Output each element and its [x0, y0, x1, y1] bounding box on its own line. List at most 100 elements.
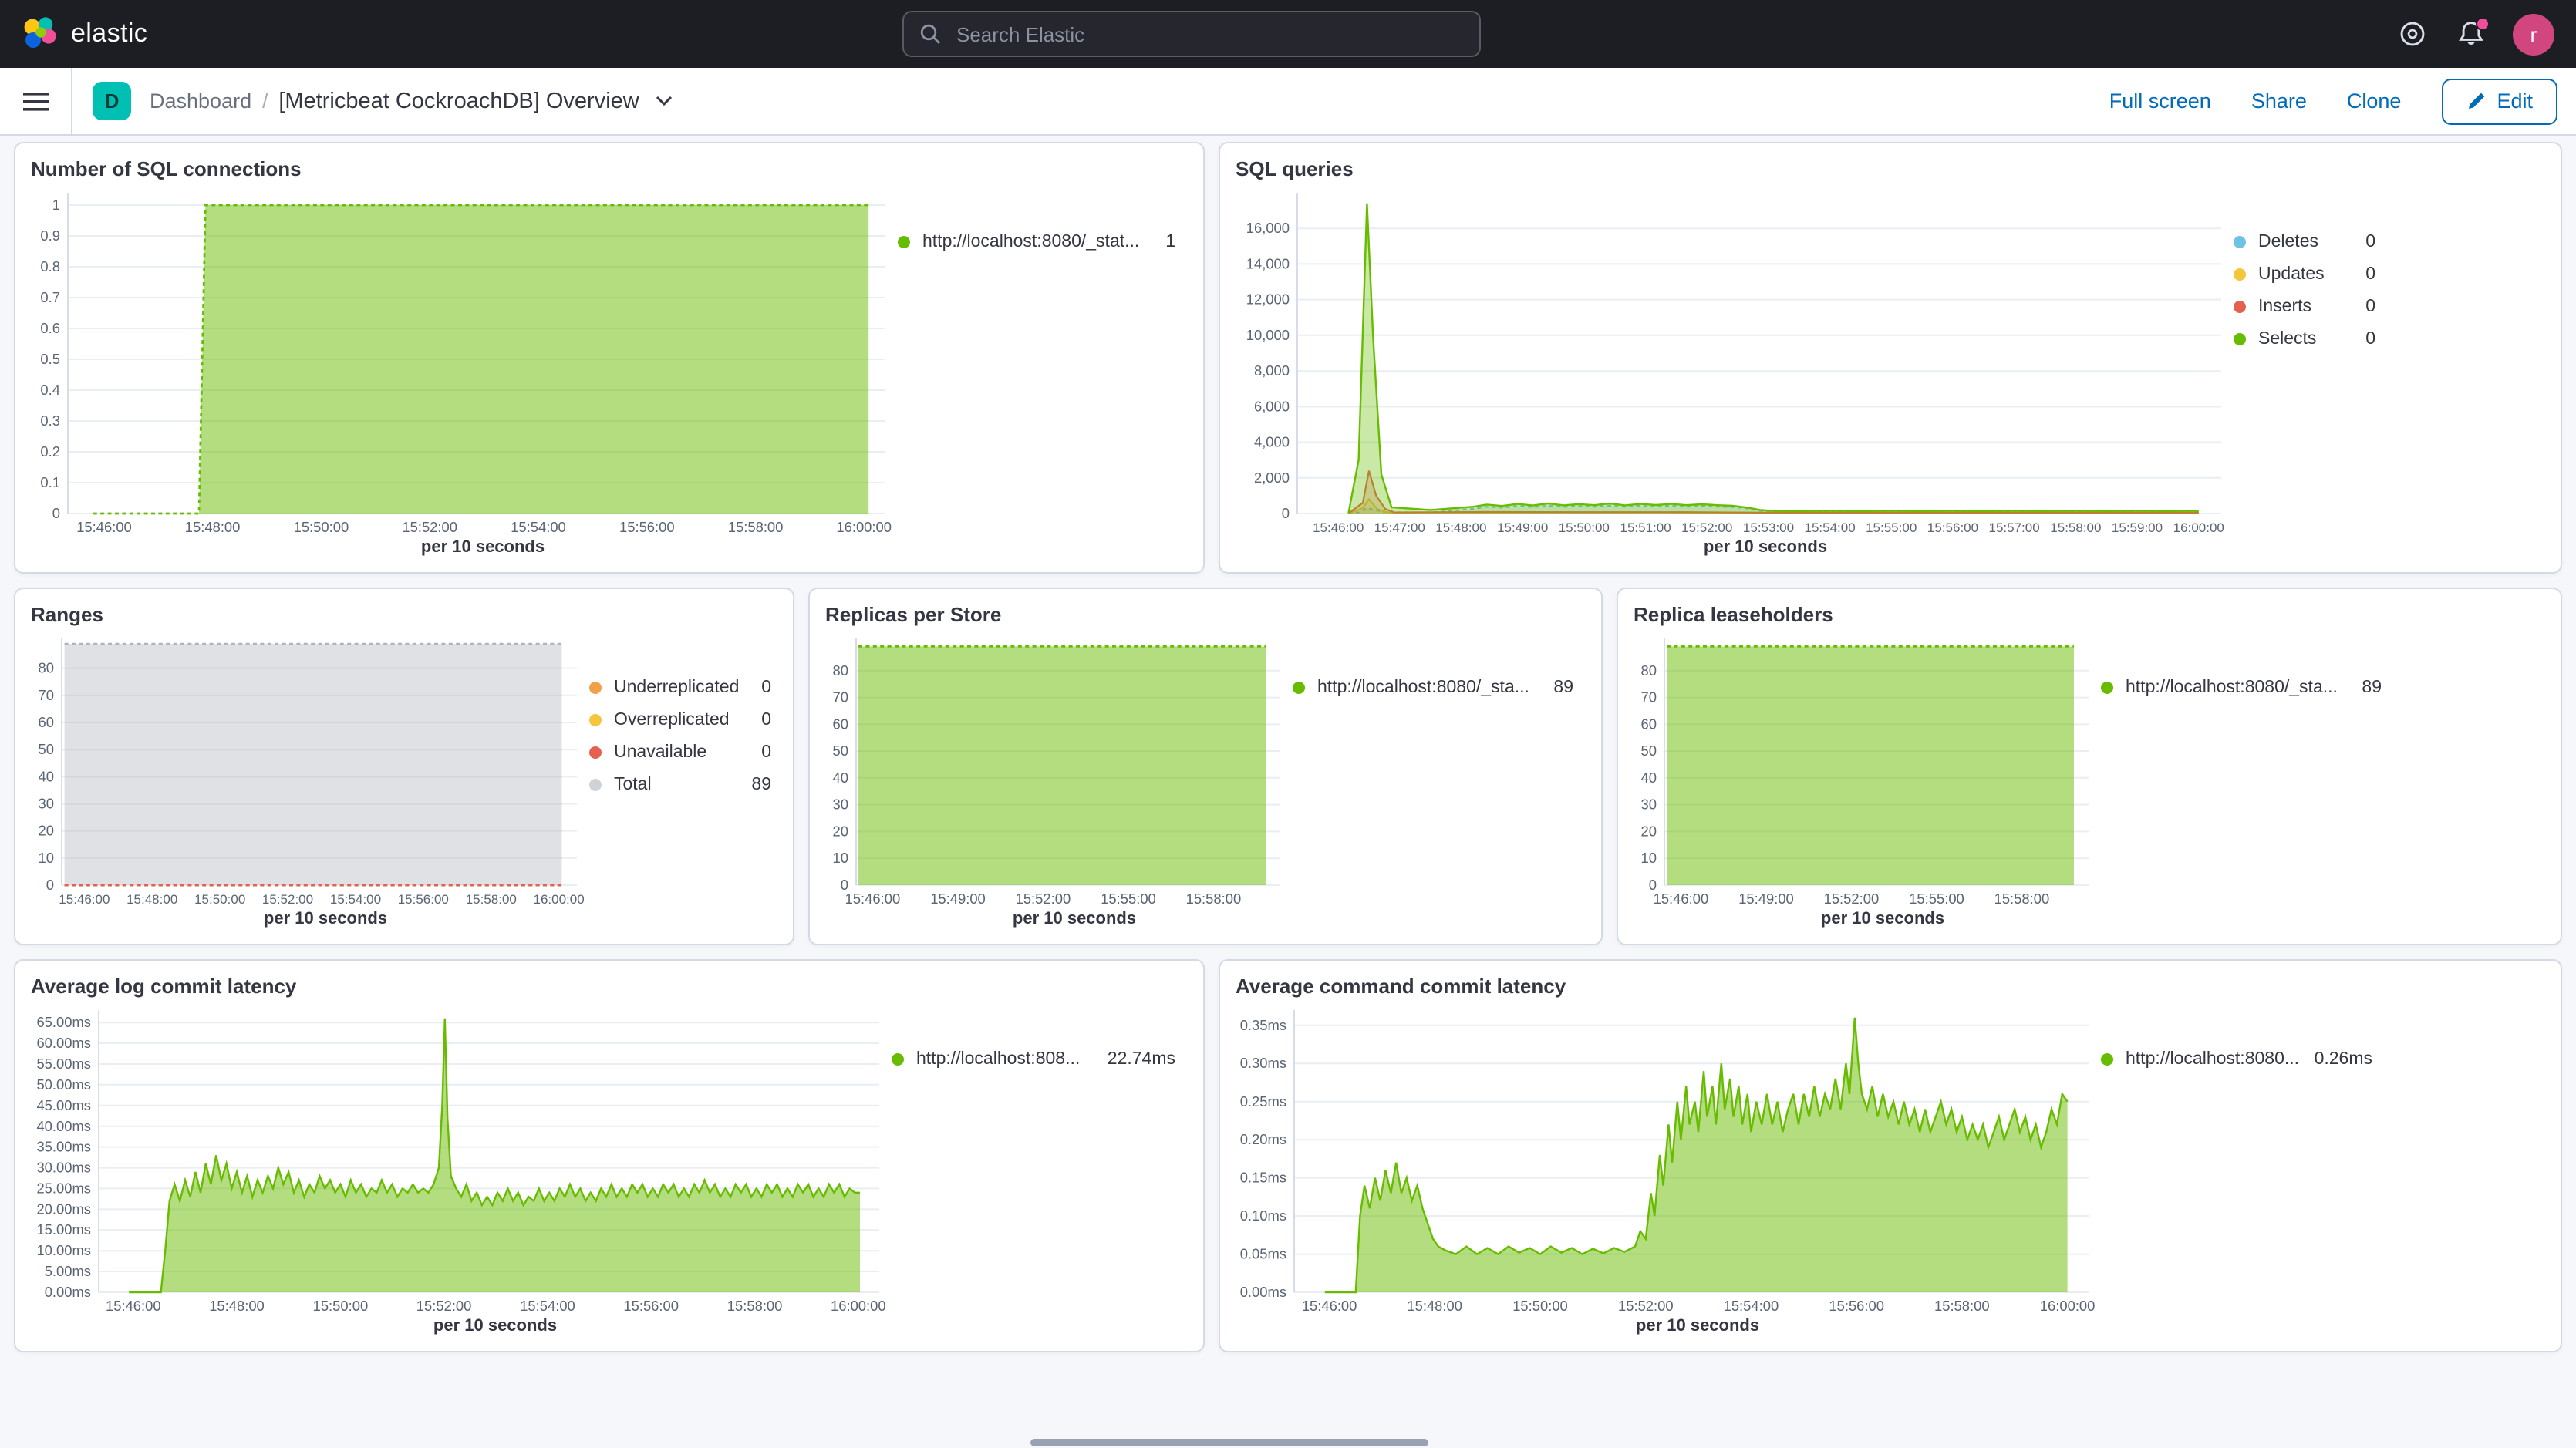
svg-text:30: 30	[39, 796, 54, 812]
area-chart-sql-queries[interactable]: 16,000 14,000 12,000 10,000 8,000 6,000 4,000 2…	[1236, 184, 2234, 538]
svg-text:80: 80	[1641, 662, 1657, 679]
svg-text:70: 70	[833, 689, 848, 705]
svg-text:15:56:00: 15:56:00	[619, 519, 675, 535]
svg-text:15:55:00: 15:55:00	[1866, 520, 1917, 535]
legend-item[interactable]: Unavailable 0	[589, 737, 771, 768]
x-axis-title: per 10 seconds	[1012, 910, 1137, 928]
svg-text:15:54:00: 15:54:00	[511, 519, 566, 535]
panel-title[interactable]: Replicas per Store	[825, 603, 1002, 626]
svg-text:15:52:00: 15:52:00	[416, 1298, 472, 1314]
clone-link[interactable]: Clone	[2346, 89, 2402, 113]
full-screen-link[interactable]: Full screen	[2109, 89, 2211, 113]
svg-text:1: 1	[52, 197, 60, 213]
svg-text:60: 60	[1641, 716, 1657, 732]
svg-text:15:49:00: 15:49:00	[1738, 891, 1794, 907]
legend-item[interactable]: Underreplicated 0	[589, 672, 771, 703]
user-avatar[interactable]: r	[2513, 13, 2554, 55]
area-chart-log-latency[interactable]: 65.00ms 60.00ms 55.00ms 50.00ms 45.00ms 40.00…	[31, 1001, 892, 1317]
area-chart-ranges[interactable]: 80 70 60 50 40 30 20 10 0 15:46:00 15:48:00 15:50:0…	[31, 629, 589, 910]
svg-text:0.35ms: 0.35ms	[1240, 1017, 1286, 1033]
legend-item[interactable]: http://localhost:8080/_sta... 89	[2101, 672, 2382, 703]
x-axis-title: per 10 seconds	[263, 910, 388, 928]
pencil-icon	[2468, 93, 2484, 109]
svg-text:15:58:00: 15:58:00	[727, 1298, 783, 1314]
legend-item[interactable]: Deletes 0	[2234, 227, 2375, 258]
global-header: elastic	[0, 0, 2576, 68]
elastic-logo[interactable]: elastic	[22, 15, 147, 52]
svg-text:50.00ms: 50.00ms	[36, 1076, 91, 1093]
legend-series-dot	[589, 746, 602, 759]
svg-text:15:54:00: 15:54:00	[1805, 520, 1856, 535]
search-input[interactable]	[953, 21, 1464, 47]
svg-text:12,000: 12,000	[1246, 291, 1290, 308]
area-chart-leaseholders[interactable]: 80 70 60 50 40 30 20 10 015:46:00 15:49:00 15:52:0…	[1634, 629, 2101, 910]
svg-text:20: 20	[833, 823, 848, 839]
svg-text:0.1: 0.1	[40, 474, 60, 490]
svg-text:10: 10	[1641, 850, 1657, 866]
svg-text:16:00:00: 16:00:00	[2173, 520, 2224, 535]
menu-button[interactable]	[16, 84, 55, 118]
legend-value: 0.26ms	[2314, 1050, 2372, 1069]
dashboard-row: Number of SQL connections 1 0.9 0.8 0.7 0.6 0…	[14, 142, 2562, 574]
alerts-button[interactable]	[2454, 17, 2490, 51]
svg-text:2,000: 2,000	[1254, 470, 1290, 486]
chart-wrap: 80 70 60 50 40 30 20 10 0 15:46:00 15:48:00 15:50:0…	[31, 629, 589, 934]
panel-title[interactable]: Number of SQL connections	[31, 157, 302, 180]
legend-item[interactable]: Overreplicated 0	[589, 705, 771, 736]
edit-button[interactable]: Edit	[2441, 78, 2557, 124]
legend-item[interactable]: http://localhost:8080... 0.26ms	[2101, 1044, 2372, 1075]
svg-text:15:48:00: 15:48:00	[1407, 1298, 1462, 1314]
svg-text:80: 80	[39, 660, 54, 676]
svg-text:0: 0	[46, 877, 54, 893]
legend-item[interactable]: Total 89	[589, 769, 771, 800]
legend-value: 22.74ms	[1107, 1050, 1175, 1069]
svg-text:10: 10	[39, 850, 54, 866]
area-chart-sql-connections[interactable]: 1 0.9 0.8 0.7 0.6 0.5 0.4 0.3 0.2 0.1 0 15:46:00 15:…	[31, 184, 898, 538]
svg-text:55.00ms: 55.00ms	[36, 1056, 91, 1072]
svg-text:60.00ms: 60.00ms	[36, 1035, 91, 1051]
global-search[interactable]	[902, 11, 1481, 57]
legend-label: Selects	[2258, 330, 2317, 349]
svg-text:0.8: 0.8	[40, 258, 60, 274]
svg-text:15:50:00: 15:50:00	[294, 519, 349, 535]
legend-series-dot	[898, 236, 910, 248]
dashboard-actions: Full screen Share Clone Edit	[2109, 78, 2557, 124]
svg-text:70: 70	[39, 687, 54, 703]
legend-label: http://localhost:8080/_sta...	[1317, 679, 1529, 697]
chevron-down-icon[interactable]	[656, 96, 673, 106]
area-chart-replicas[interactable]: 80 70 60 50 40 30 20 10 015:46:00 15:49:00 15:52:0…	[825, 629, 1293, 910]
panel-body: 80 70 60 50 40 30 20 10 0 15:46:00 15:48:00 15:50:0…	[31, 629, 777, 934]
search-icon	[920, 24, 940, 44]
svg-text:15:52:00: 15:52:00	[1016, 891, 1071, 907]
legend-item[interactable]: Selects 0	[2234, 324, 2375, 355]
chart-wrap: 0.35ms 0.30ms 0.25ms 0.20ms 0.15ms 0.10ms 0.05…	[1236, 1001, 2101, 1342]
legend-item[interactable]: Updates 0	[2234, 259, 2375, 290]
legend-label: Overreplicated	[614, 711, 730, 729]
legend-item[interactable]: http://localhost:8080/_sta... 89	[1293, 672, 1573, 703]
panel-title[interactable]: SQL queries	[1236, 157, 1354, 180]
breadcrumb-dashboard[interactable]: Dashboard	[150, 89, 252, 113]
legend-item[interactable]: http://localhost:808... 22.74ms	[892, 1044, 1175, 1075]
legend-item[interactable]: http://localhost:8080/_stat... 1	[898, 227, 1175, 258]
area-chart-command-latency[interactable]: 0.35ms 0.30ms 0.25ms 0.20ms 0.15ms 0.10ms 0.05…	[1236, 1001, 2101, 1317]
svg-text:20: 20	[1641, 823, 1657, 839]
svg-text:30: 30	[833, 796, 848, 813]
share-link[interactable]: Share	[2251, 89, 2307, 113]
horizontal-scrollbar-thumb[interactable]	[1030, 1439, 1428, 1446]
svg-text:10.00ms: 10.00ms	[36, 1242, 91, 1258]
svg-text:15:55:00: 15:55:00	[1101, 891, 1156, 907]
breadcrumb-separator: /	[262, 89, 268, 113]
svg-text:15:46:00: 15:46:00	[106, 1298, 161, 1314]
dashboard-title: [Metricbeat CockroachDB] Overview	[278, 89, 639, 113]
panel-title[interactable]: Replica leaseholders	[1634, 603, 1833, 626]
panel-title[interactable]: Average log commit latency	[31, 975, 297, 998]
legend-value: 0	[2365, 233, 2375, 251]
help-button[interactable]	[2396, 17, 2429, 51]
legend-item[interactable]: Inserts 0	[2234, 291, 2375, 322]
header-actions: r	[2396, 13, 2554, 55]
space-badge[interactable]: D	[93, 82, 131, 120]
legend-series-dot	[2234, 268, 2246, 281]
panel-title[interactable]: Average command commit latency	[1236, 975, 1566, 998]
panel-title[interactable]: Ranges	[31, 603, 103, 626]
elastic-logo-icon	[24, 17, 56, 48]
